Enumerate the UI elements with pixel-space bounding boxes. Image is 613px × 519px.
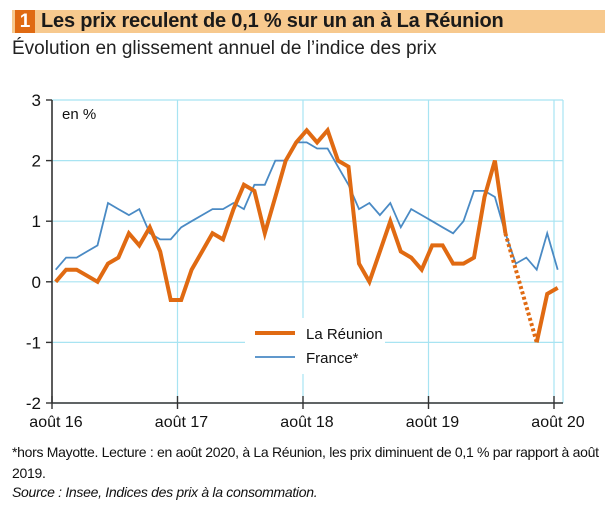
y-tick-label: 0 (32, 273, 41, 292)
figure-title: Les prix reculent de 0,1 % sur un an à L… (41, 10, 504, 32)
figure-number-badge: 1 (15, 10, 35, 33)
legend: La Réunion France* (245, 318, 385, 374)
series-line-la-reunion-gap (503, 232, 539, 343)
x-tick-label: août 20 (531, 414, 584, 431)
series-line-la-reunion (534, 286, 559, 343)
series-group (54, 126, 559, 343)
figure-title-bar: 1 Les prix reculent de 0,1 % sur un an à… (12, 10, 605, 33)
footnote: *hors Mayotte. Lecture : en août 2020, à… (12, 444, 599, 481)
y-tick-label: -2 (26, 394, 41, 413)
y-tick-label: -1 (26, 333, 41, 352)
legend-label-la-reunion: La Réunion (306, 326, 383, 343)
legend-label-france: France* (306, 350, 359, 367)
figure-subtitle: Évolution en glissement annuel de l’indi… (12, 38, 437, 59)
unit-label: en % (62, 106, 96, 123)
legend-background (245, 318, 385, 374)
x-tick-label: août 19 (406, 414, 459, 431)
x-tick-label: août 18 (280, 414, 333, 431)
source-note: Source : Insee, Indices des prix à la co… (12, 484, 318, 500)
y-tick-label: 1 (32, 212, 41, 231)
x-tick-label: août 16 (29, 414, 82, 431)
series-line-la-reunion (54, 126, 508, 302)
x-tick-label: août 17 (155, 414, 208, 431)
y-tick-label: 2 (32, 152, 41, 171)
y-tick-label: 3 (32, 91, 41, 110)
